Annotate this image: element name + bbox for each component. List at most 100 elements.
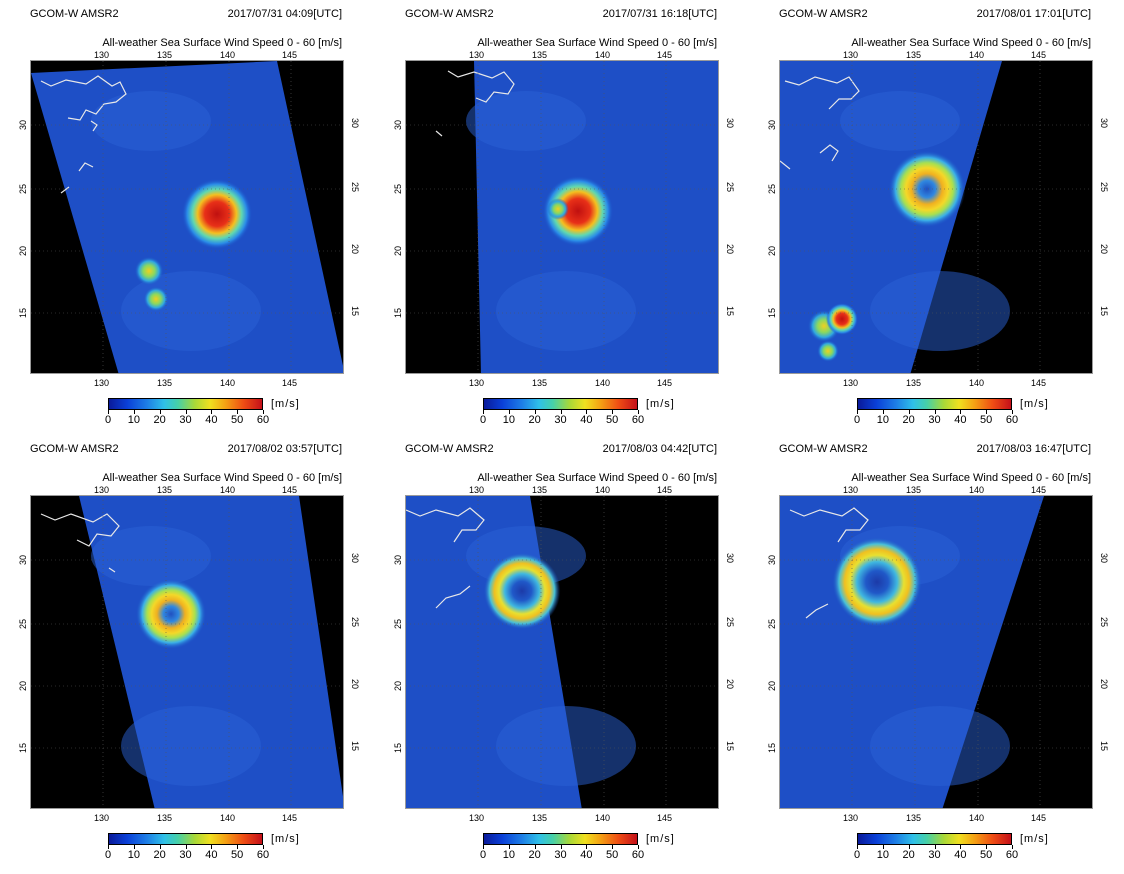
- colorbar-tick-label: 60: [631, 849, 645, 861]
- colorbar-tick-mark: [586, 410, 588, 414]
- colorbar-tick-mark: [185, 845, 187, 849]
- lat-tick-left: 30: [18, 119, 28, 130]
- colorbar-tick-label: 40: [954, 414, 967, 426]
- product-subtitle: All-weather Sea Surface Wind Speed 0 - 6…: [477, 472, 717, 484]
- colorbar-tick-mark: [586, 845, 588, 849]
- lat-tick-right: 20: [1099, 244, 1109, 255]
- colorbar-tick-label: 20: [153, 414, 166, 426]
- colorbar-unit: [m/s]: [1020, 398, 1049, 410]
- colorbar-tick-label: 40: [954, 849, 967, 861]
- colorbar-tick-mark: [133, 845, 135, 849]
- colorbar: [108, 398, 263, 410]
- colorbar-tick-label: 10: [127, 849, 140, 861]
- lon-tick-bottom: 130: [843, 813, 859, 823]
- lon-tick-top: 135: [532, 485, 548, 495]
- lon-tick-top: 135: [532, 50, 548, 60]
- lon-tick-bottom: 145: [1031, 813, 1047, 823]
- lon-tick-bottom: 130: [843, 378, 859, 388]
- colorbar-tick-label: 30: [554, 414, 567, 426]
- observation-datetime: 2017/07/31 04:09[UTC]: [227, 8, 342, 20]
- lat-tick-right: 20: [725, 244, 735, 255]
- wind-speed-map: [30, 60, 344, 374]
- colorbar-tick-label: 20: [153, 849, 166, 861]
- wind-speed-map: [405, 60, 719, 374]
- lon-tick-top: 140: [220, 485, 236, 495]
- lon-tick-top: 130: [94, 50, 110, 60]
- lat-tick-right: 15: [1099, 741, 1109, 752]
- colorbar-tick-mark: [185, 410, 187, 414]
- lon-tick-top: 145: [282, 50, 298, 60]
- product-subtitle: All-weather Sea Surface Wind Speed 0 - 6…: [477, 37, 717, 49]
- lat-tick-right: 25: [725, 182, 735, 193]
- observation-datetime: 2017/08/02 03:57[UTC]: [227, 443, 342, 455]
- lon-tick-bottom: 135: [157, 378, 173, 388]
- colorbar-tick-mark: [508, 410, 510, 414]
- lon-tick-bottom: 140: [969, 378, 985, 388]
- colorbar-tick-mark: [108, 410, 109, 414]
- wind-speed-map: [779, 495, 1093, 809]
- lon-tick-top: 145: [657, 485, 673, 495]
- colorbar: [108, 833, 263, 845]
- colorbar-tick-label: 50: [231, 849, 244, 861]
- lat-tick-left: 25: [767, 183, 777, 194]
- colorbar-tick-label: 20: [902, 849, 915, 861]
- colorbar-tick-mark: [986, 410, 988, 414]
- colorbar-tick-mark: [1012, 845, 1013, 849]
- wind-map-panel: GCOM-W AMSR2 2017/08/01 17:01[UTC] All-wea…: [767, 8, 1119, 428]
- colorbar-tick-mark: [934, 410, 936, 414]
- colorbar-tick-mark: [960, 410, 962, 414]
- lon-tick-top: 130: [94, 485, 110, 495]
- lon-tick-bottom: 135: [532, 378, 548, 388]
- lat-tick-right: 15: [1099, 306, 1109, 317]
- lon-tick-top: 130: [843, 50, 859, 60]
- wind-map-panel: GCOM-W AMSR2 2017/07/31 16:18[UTC] All-wea…: [393, 8, 745, 428]
- lon-tick-bottom: 135: [532, 813, 548, 823]
- colorbar-tick-mark: [882, 845, 884, 849]
- lat-tick-right: 20: [725, 679, 735, 690]
- lat-tick-right: 25: [725, 617, 735, 628]
- lon-tick-bottom: 140: [595, 378, 611, 388]
- lat-tick-right: 30: [1099, 553, 1109, 564]
- colorbar-tick-label: 60: [1005, 849, 1019, 861]
- lon-tick-bottom: 140: [220, 813, 236, 823]
- colorbar-tick-mark: [612, 410, 614, 414]
- satellite-label: GCOM-W AMSR2: [405, 443, 494, 455]
- lat-tick-right: 15: [350, 306, 360, 317]
- lon-tick-bottom: 145: [657, 378, 673, 388]
- product-subtitle: All-weather Sea Surface Wind Speed 0 - 6…: [851, 472, 1091, 484]
- lon-tick-bottom: 130: [469, 813, 485, 823]
- observation-datetime: 2017/08/03 16:47[UTC]: [976, 443, 1091, 455]
- colorbar-tick-label: 50: [231, 414, 244, 426]
- lon-tick-top: 130: [843, 485, 859, 495]
- product-subtitle: All-weather Sea Surface Wind Speed 0 - 6…: [102, 37, 342, 49]
- lon-tick-bottom: 135: [157, 813, 173, 823]
- observation-datetime: 2017/08/03 04:42[UTC]: [602, 443, 717, 455]
- colorbar: [483, 398, 638, 410]
- colorbar-tick-label: 40: [580, 414, 593, 426]
- colorbar-tick-mark: [237, 845, 239, 849]
- colorbar-tick-label: 0: [104, 849, 112, 861]
- lon-tick-top: 130: [469, 50, 485, 60]
- colorbar-tick-label: 30: [928, 414, 941, 426]
- colorbar-unit: [m/s]: [646, 398, 675, 410]
- lat-tick-right: 25: [350, 617, 360, 628]
- colorbar-tick-mark: [159, 410, 161, 414]
- colorbar-tick-label: 60: [1005, 414, 1019, 426]
- observation-datetime: 2017/07/31 16:18[UTC]: [602, 8, 717, 20]
- lat-tick-right: 20: [350, 679, 360, 690]
- lat-tick-right: 20: [1099, 679, 1109, 690]
- colorbar-tick-mark: [133, 410, 135, 414]
- lon-tick-bottom: 130: [94, 378, 110, 388]
- lat-tick-left: 20: [767, 680, 777, 691]
- observation-datetime: 2017/08/01 17:01[UTC]: [976, 8, 1091, 20]
- lat-tick-left: 15: [767, 307, 777, 318]
- lon-tick-top: 135: [157, 50, 173, 60]
- colorbar: [857, 398, 1012, 410]
- colorbar-tick-label: 20: [528, 849, 541, 861]
- lon-tick-top: 145: [282, 485, 298, 495]
- colorbar-tick-label: 40: [580, 849, 593, 861]
- colorbar-tick-mark: [483, 845, 484, 849]
- colorbar-tick-label: 50: [980, 414, 993, 426]
- colorbar-unit: [m/s]: [271, 398, 300, 410]
- colorbar-tick-label: 10: [502, 849, 515, 861]
